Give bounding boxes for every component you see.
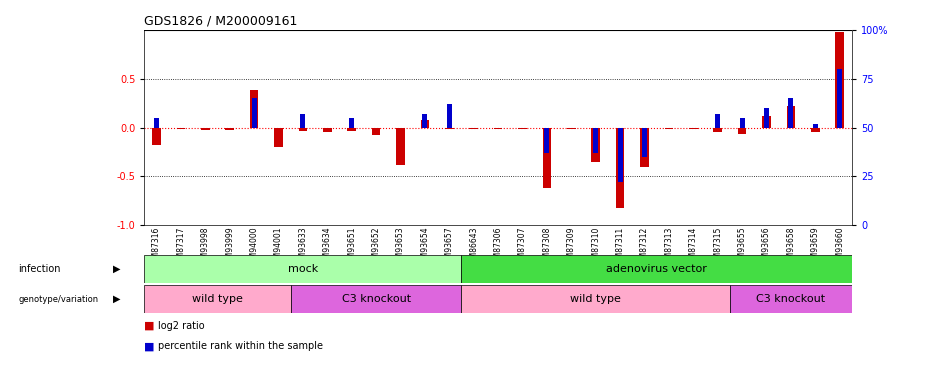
Text: C3 knockout: C3 knockout (342, 294, 411, 304)
Text: C3 knockout: C3 knockout (756, 294, 826, 304)
Bar (665, 128, 673, 129)
Bar (715, 114, 720, 128)
Bar (813, 124, 817, 128)
Bar (787, 106, 795, 128)
Bar (593, 128, 598, 153)
Bar (347, 128, 356, 131)
Text: ■: ■ (144, 341, 155, 351)
Bar (617, 128, 623, 182)
Bar (737, 128, 747, 134)
Text: log2 ratio: log2 ratio (158, 321, 205, 331)
Text: adenovirus vector: adenovirus vector (606, 264, 708, 274)
Bar (290, 285, 462, 313)
Text: wild type: wild type (192, 294, 243, 304)
Bar (299, 128, 307, 131)
Bar (177, 128, 185, 129)
Bar (397, 128, 405, 165)
Text: genotype/variation: genotype/variation (19, 295, 99, 304)
Bar (251, 98, 257, 128)
Bar (689, 128, 697, 129)
Bar (144, 255, 462, 283)
Bar (421, 120, 429, 128)
Bar (713, 128, 722, 132)
Bar (153, 128, 161, 145)
Text: ▶: ▶ (113, 264, 120, 274)
Bar (462, 285, 730, 313)
Text: wild type: wild type (571, 294, 621, 304)
Text: GDS1826 / M200009161: GDS1826 / M200009161 (144, 15, 298, 28)
Bar (301, 114, 305, 128)
Text: infection: infection (19, 264, 61, 274)
Text: percentile rank within the sample: percentile rank within the sample (158, 341, 323, 351)
Bar (837, 69, 843, 128)
Bar (250, 90, 259, 128)
Bar (543, 128, 551, 188)
Bar (371, 128, 381, 135)
Bar (591, 128, 600, 162)
Text: mock: mock (288, 264, 318, 274)
Bar (519, 128, 527, 129)
Bar (739, 118, 745, 128)
Bar (445, 128, 453, 129)
Bar (545, 128, 549, 153)
Bar (493, 128, 503, 129)
Bar (730, 285, 852, 313)
Bar (423, 114, 427, 128)
Bar (144, 285, 290, 313)
Bar (201, 128, 209, 130)
Bar (789, 98, 793, 128)
Bar (323, 128, 331, 132)
Bar (811, 128, 819, 132)
Bar (275, 128, 283, 147)
Bar (349, 118, 354, 128)
Bar (567, 128, 575, 129)
Bar (615, 128, 625, 209)
Bar (764, 108, 769, 128)
Bar (642, 128, 647, 157)
Bar (154, 118, 159, 128)
Text: ▶: ▶ (113, 294, 120, 304)
Bar (225, 128, 234, 130)
Bar (762, 116, 771, 128)
Bar (462, 255, 852, 283)
Bar (641, 128, 649, 166)
Bar (469, 128, 478, 129)
Bar (447, 104, 452, 128)
Text: ■: ■ (144, 321, 155, 331)
Bar (835, 32, 843, 128)
